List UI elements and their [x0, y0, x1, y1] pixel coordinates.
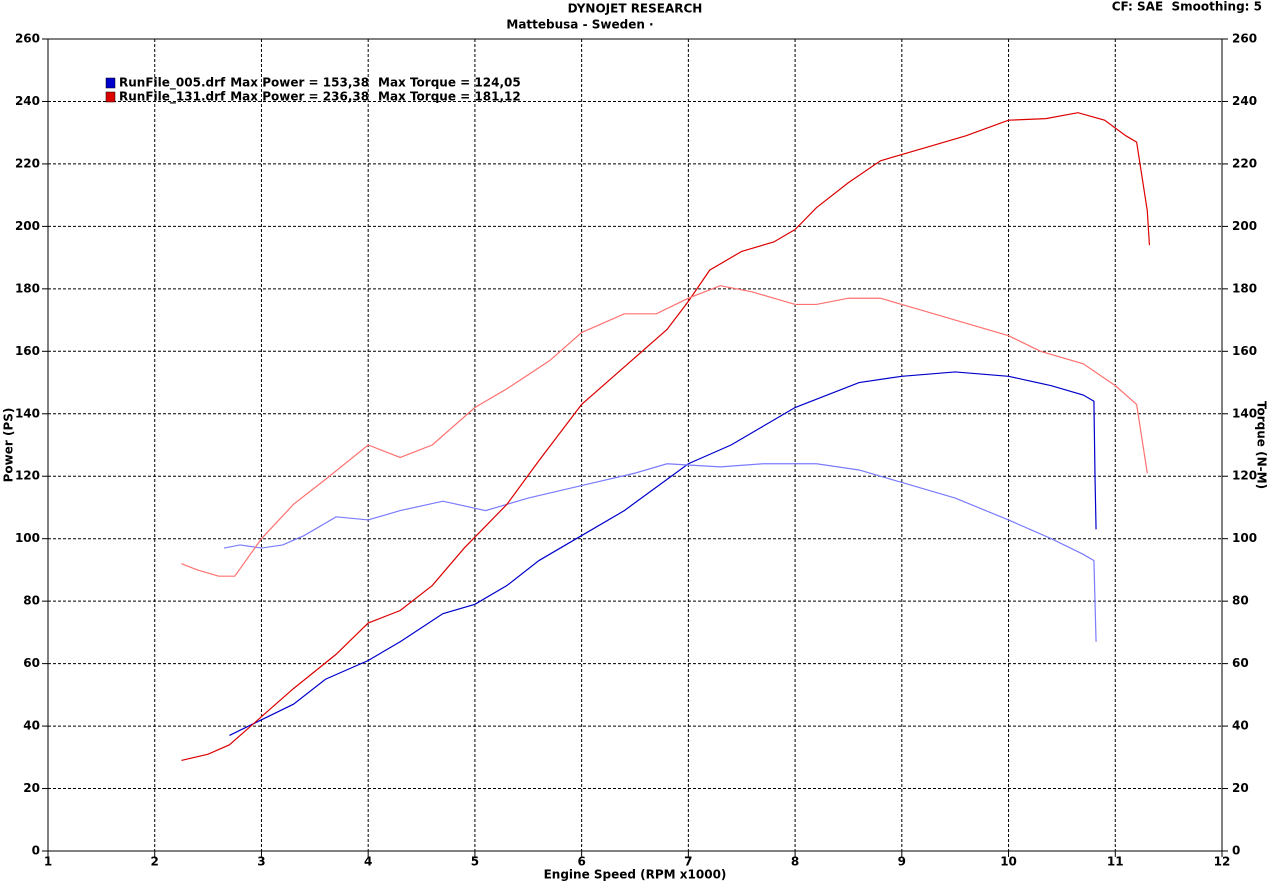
y2-tick-label: 160 [1232, 344, 1257, 358]
y-tick-label: 140 [15, 406, 40, 420]
legend-torque: Max Torque = 181,12 [378, 90, 521, 104]
legend-label: RunFile_005.drf [119, 76, 226, 91]
y-tick-label: 60 [23, 656, 40, 670]
x-tick-label: 10 [1000, 855, 1017, 869]
y2-tick-label: 220 [1232, 156, 1257, 170]
series-line [181, 112, 1151, 762]
y2-tick-label: 20 [1232, 781, 1249, 795]
y-tick-label: 0 [32, 844, 40, 858]
y2-axis-label: Torque (N-M) [1255, 401, 1269, 489]
chart-subtitle: Mattebusa - Sweden · [506, 18, 653, 32]
y2-tick-label: 60 [1232, 656, 1249, 670]
corner-note: CF: SAE Smoothing: 5 [1112, 0, 1262, 14]
series-line [223, 463, 1097, 642]
plot-frame [47, 38, 1223, 852]
y-tick-label: 100 [15, 531, 40, 545]
y-tick-label: 180 [15, 281, 40, 295]
y-tick-label: 80 [23, 594, 40, 608]
x-tick-label: 8 [791, 855, 799, 869]
y-tick-label: 220 [15, 156, 40, 170]
y-tick-label: 160 [15, 344, 40, 358]
x-tick-label: 11 [1107, 855, 1124, 869]
legend-swatch [105, 91, 116, 103]
y-axis-label: Power (PS) [2, 408, 16, 483]
legend-swatch [105, 77, 116, 89]
x-tick-label: 5 [471, 855, 479, 869]
y2-tick-label: 40 [1232, 719, 1249, 733]
y2-tick-label: 120 [1232, 469, 1257, 483]
y2-tick-label: 240 [1232, 94, 1257, 108]
y2-tick-label: 180 [1232, 281, 1257, 295]
x-tick-label: 2 [151, 855, 159, 869]
y-tick-label: 260 [15, 32, 40, 46]
y2-tick-label: 80 [1232, 594, 1249, 608]
x-tick-label: 4 [364, 855, 372, 869]
y2-tick-label: 0 [1232, 844, 1240, 858]
x-tick-label: 9 [898, 855, 906, 869]
x-tick-label: 1 [44, 855, 52, 869]
y-tick-label: 120 [15, 469, 40, 483]
x-tick-label: 3 [257, 855, 265, 869]
x-tick-label: 6 [577, 855, 585, 869]
y2-tick-label: 100 [1232, 531, 1257, 545]
y-tick-label: 200 [15, 219, 40, 233]
y-tick-label: 40 [23, 719, 40, 733]
series-line [181, 285, 1148, 577]
y2-tick-label: 260 [1232, 32, 1257, 46]
x-tick-label: 7 [684, 855, 692, 869]
legend-label: RunFile_131.drf [119, 90, 226, 105]
x-axis-label: Engine Speed (RPM x1000) [544, 868, 727, 882]
legend-torque: Max Torque = 124,05 [378, 76, 521, 90]
legend-power: Max Power = 236,38 [230, 90, 369, 104]
y2-tick-label: 200 [1232, 219, 1257, 233]
y-tick-label: 240 [15, 94, 40, 108]
chart-title: DYNOJET RESEARCH [568, 2, 703, 16]
legend-power: Max Power = 153,38 [230, 76, 369, 90]
y2-tick-label: 140 [1232, 406, 1257, 420]
series-line [229, 371, 1097, 736]
x-tick-label: 12 [1214, 855, 1231, 869]
y-tick-label: 20 [23, 781, 40, 795]
